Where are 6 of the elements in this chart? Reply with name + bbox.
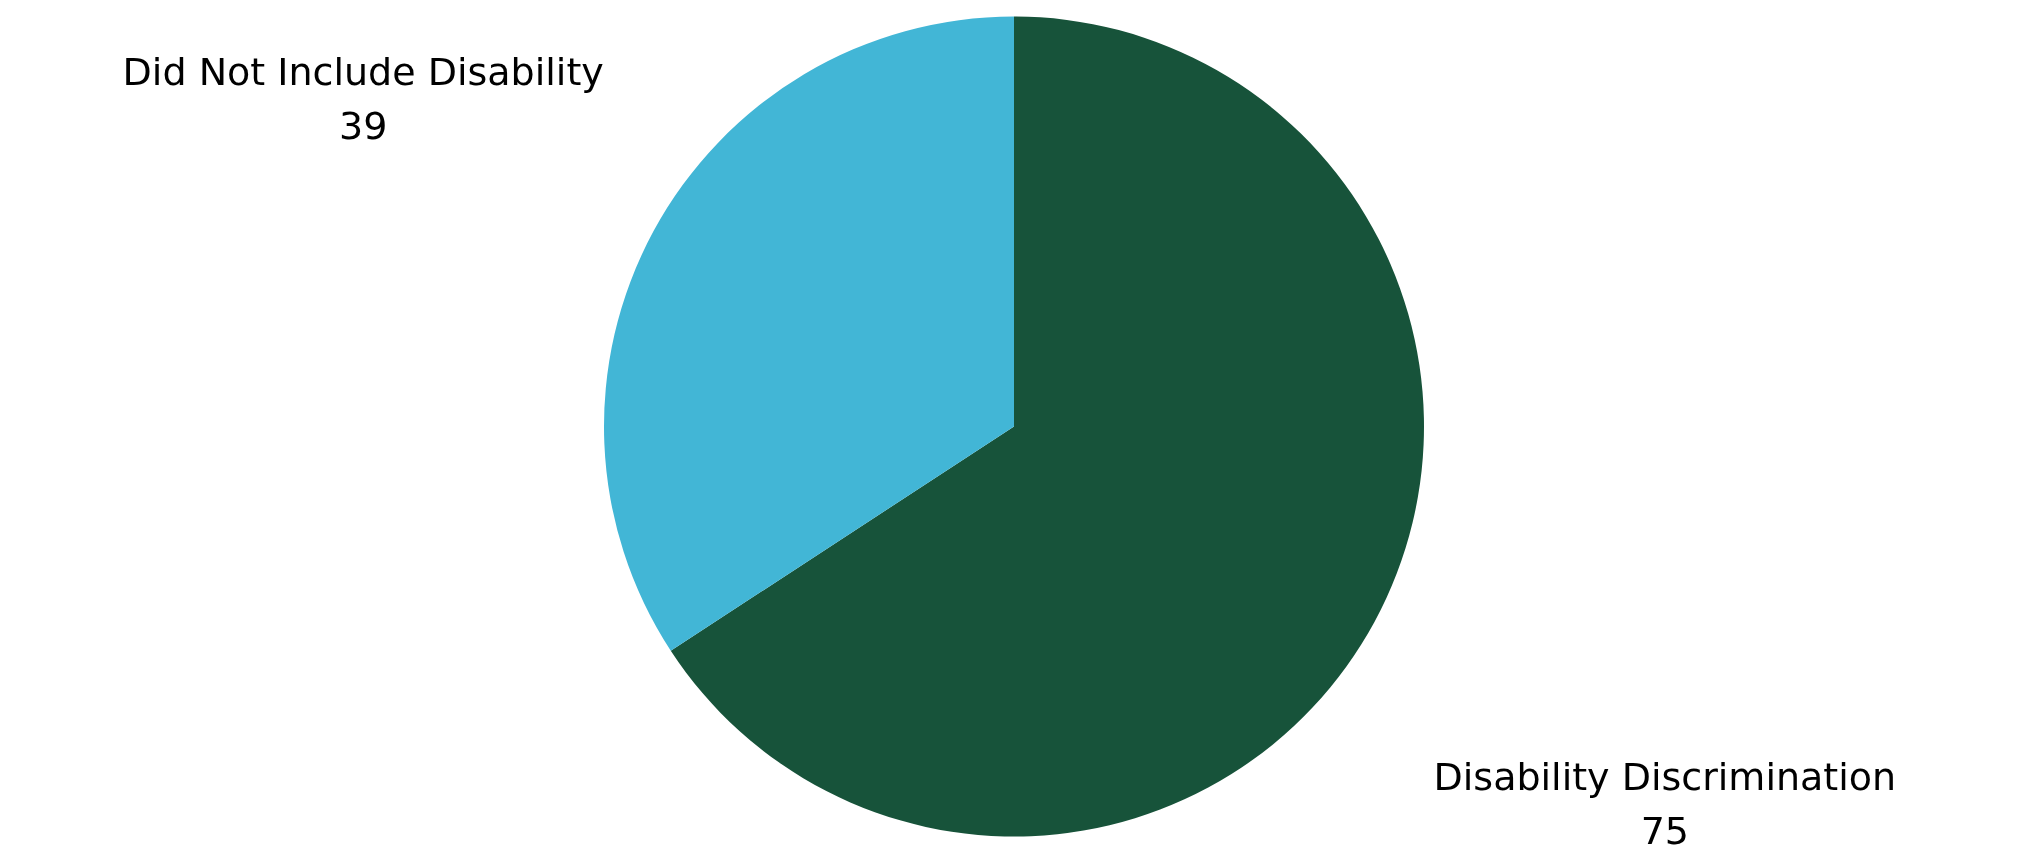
slice-label: Did Not Include Disability <box>122 50 604 95</box>
pie-slice <box>670 16 1424 837</box>
data-label: 75 <box>1640 808 1689 853</box>
slice-label: Disability Discrimination <box>1433 754 1897 799</box>
pie-slice <box>604 16 1014 651</box>
data-label: 39 <box>339 104 388 149</box>
